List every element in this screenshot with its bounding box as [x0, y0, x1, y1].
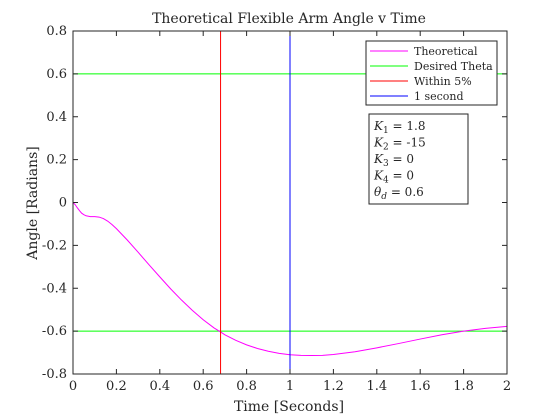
annotation-line: K4 = 0 — [373, 169, 414, 186]
annotation-subscript: 4 — [383, 176, 389, 186]
annotation-box — [368, 113, 469, 205]
annotation-subscript: 1 — [383, 126, 389, 136]
x-tick-label: 1.2 — [323, 379, 344, 394]
y-tick-label: -0.2 — [42, 238, 67, 253]
annotation-line: K3 = 0 — [373, 152, 414, 169]
y-tick-label: -0.4 — [42, 281, 67, 296]
y-tick-label: 0.6 — [46, 67, 67, 82]
legend-label-within-5-: Within 5% — [414, 75, 472, 88]
annotation-value: = 0 — [389, 152, 414, 166]
annotation-value: = 0.6 — [387, 185, 424, 199]
x-axis-title: Time [Seconds] — [234, 399, 344, 415]
x-tick-label: 0.4 — [149, 379, 170, 394]
series-line-theoretical — [73, 202, 507, 357]
annotation-value: = -15 — [389, 136, 426, 150]
y-tick-label: 0.2 — [46, 153, 67, 168]
x-tick-label: 0.2 — [106, 379, 127, 394]
annotation-symbol: K — [373, 169, 384, 183]
annotation-value: = 1.8 — [389, 119, 426, 133]
y-tick-label: 0.4 — [46, 110, 67, 125]
annotation-subscript: 2 — [383, 143, 389, 153]
annotation-line: K2 = -15 — [373, 136, 426, 153]
annotation-symbol: K — [373, 136, 384, 150]
y-tick-label: 0 — [59, 196, 67, 211]
x-tick-label: 2 — [503, 379, 511, 394]
x-tick-label: 1.6 — [410, 379, 431, 394]
annotation-subscript: 3 — [383, 159, 389, 169]
legend: Theoretical Desired Theta Within 5% 1 secon… — [365, 40, 498, 106]
x-tick-label: 0 — [69, 379, 77, 394]
plot-area: 0 0.2 0.4 0.6 0.8 1 1.2 1.4 1.6 1.8 2 -0.8 -0.6 -0.4 -… — [42, 24, 511, 394]
annotation-line: θd = 0.6 — [374, 185, 424, 202]
annotation-symbol: K — [373, 119, 384, 133]
legend-label-desired-theta: Desired Theta — [414, 60, 493, 73]
annotation-line: K1 = 1.8 — [373, 119, 425, 136]
legend-box — [365, 40, 498, 106]
annotation-subscript: d — [381, 192, 387, 202]
x-tick-label: 1.4 — [366, 379, 387, 394]
annotation-value: = 0 — [389, 169, 414, 183]
x-tick-label: 0.8 — [236, 379, 257, 394]
x-tick-label: 1 — [286, 379, 294, 394]
x-tick-label: 0.6 — [193, 379, 214, 394]
chart-title: Theoretical Flexible Arm Angle v Time — [152, 11, 426, 27]
y-tick-label: 0.8 — [46, 24, 67, 39]
x-tick-label: 1.8 — [453, 379, 474, 394]
legend-label-theoretical: Theoretical — [414, 45, 478, 58]
y-tick-label: -0.8 — [42, 367, 67, 382]
annotation-symbol: K — [373, 152, 384, 166]
y-tick-label: -0.6 — [42, 324, 67, 339]
y-axis-title: Angle [Radians] — [25, 146, 41, 260]
legend-label-1-second: 1 second — [414, 90, 464, 103]
annotation-symbol: θ — [374, 185, 382, 199]
